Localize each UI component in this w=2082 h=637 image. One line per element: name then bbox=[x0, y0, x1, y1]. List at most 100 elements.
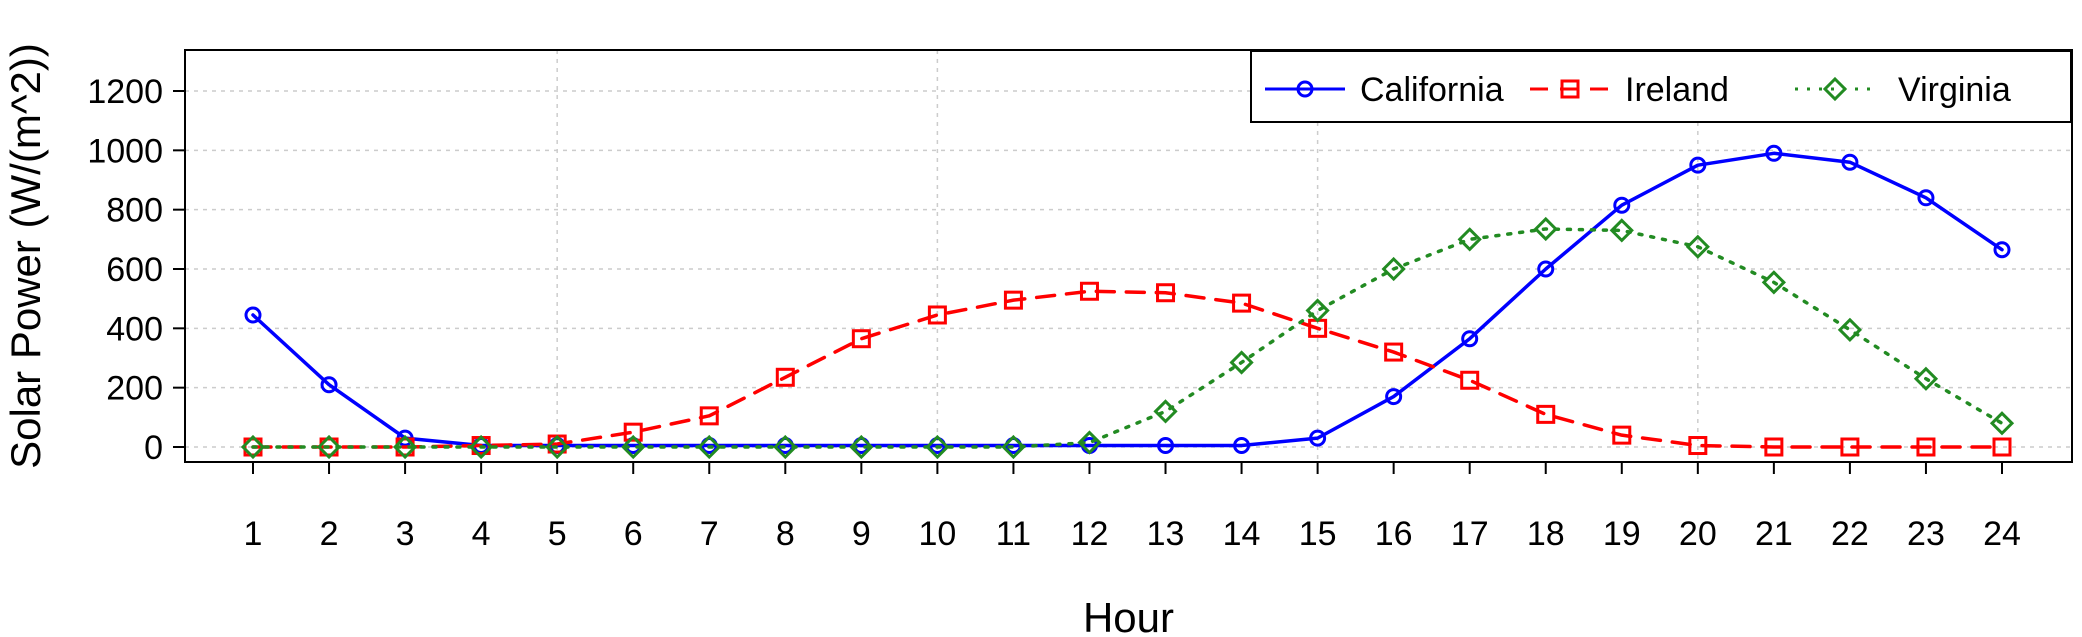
data-point-california bbox=[1765, 144, 1783, 162]
x-tick-label: 9 bbox=[852, 515, 871, 553]
data-point-ireland bbox=[1384, 342, 1404, 362]
data-point-california bbox=[1309, 429, 1327, 447]
data-point-california bbox=[1233, 437, 1251, 455]
data-point-california bbox=[320, 376, 338, 394]
x-tick-label: 22 bbox=[1831, 515, 1869, 553]
x-tick-label: 12 bbox=[1071, 515, 1109, 553]
data-point-ireland bbox=[1156, 283, 1176, 303]
data-point-virginia bbox=[1077, 430, 1102, 455]
data-point-virginia bbox=[1001, 434, 1026, 460]
data-point-virginia bbox=[1609, 218, 1634, 243]
x-tick-label: 6 bbox=[624, 515, 643, 553]
series-line-california bbox=[251, 151, 2004, 448]
data-point-ireland bbox=[927, 305, 947, 325]
y-tick-label: 0 bbox=[144, 429, 163, 467]
data-point-ireland bbox=[1003, 290, 1023, 310]
data-point-virginia bbox=[240, 434, 266, 460]
data-point-virginia bbox=[1761, 270, 1786, 295]
data-point-ireland bbox=[1764, 437, 1784, 457]
x-tick-label: 10 bbox=[918, 515, 956, 553]
data-point-virginia bbox=[469, 434, 494, 460]
series-ireland bbox=[243, 281, 2012, 457]
data-point-california bbox=[1917, 189, 1935, 207]
data-point-california bbox=[1613, 196, 1631, 214]
x-tick-label: 8 bbox=[776, 515, 795, 553]
y-tick-label: 1000 bbox=[87, 132, 163, 170]
data-point-california bbox=[1689, 156, 1707, 174]
series-layer bbox=[240, 144, 2015, 460]
grid bbox=[185, 50, 2072, 462]
x-tick-label: 7 bbox=[700, 515, 719, 553]
y-tick-label: 800 bbox=[106, 192, 163, 230]
data-point-virginia bbox=[697, 434, 722, 460]
data-point-ireland bbox=[1688, 436, 1708, 456]
data-point-virginia bbox=[392, 434, 418, 460]
x-tick-label: 14 bbox=[1223, 515, 1261, 553]
x-tick-label: 18 bbox=[1527, 515, 1565, 553]
data-point-ireland bbox=[1079, 281, 1099, 301]
x-tick-label: 15 bbox=[1299, 515, 1337, 553]
series-line-ireland bbox=[251, 289, 2004, 449]
legend-entry-ireland: Ireland bbox=[1530, 71, 1729, 109]
plot-area-border bbox=[184, 49, 2073, 463]
y-tick-label: 400 bbox=[106, 310, 163, 348]
data-point-ireland bbox=[699, 406, 719, 426]
data-point-virginia bbox=[1229, 350, 1254, 375]
data-point-virginia bbox=[925, 434, 950, 460]
x-tick-label: 13 bbox=[1147, 515, 1185, 553]
x-tick-label: 3 bbox=[396, 515, 415, 553]
data-point-ireland bbox=[1460, 370, 1480, 390]
data-point-virginia bbox=[773, 434, 798, 460]
x-tick-label: 23 bbox=[1907, 515, 1945, 553]
data-point-california bbox=[1157, 437, 1175, 455]
data-point-virginia bbox=[1305, 298, 1330, 323]
data-point-virginia bbox=[621, 434, 646, 460]
x-axis-title: Hour bbox=[1083, 594, 1174, 637]
x-tick-label: 1 bbox=[244, 515, 263, 553]
legend-label-california: California bbox=[1360, 71, 1504, 109]
legend-marker-ireland bbox=[1560, 79, 1580, 99]
x-tick-label: 5 bbox=[548, 515, 567, 553]
data-point-california bbox=[1537, 260, 1555, 278]
data-point-virginia bbox=[545, 434, 570, 460]
x-tick-label: 2 bbox=[320, 515, 339, 553]
legend-label-ireland: Ireland bbox=[1625, 71, 1729, 109]
data-point-ireland bbox=[775, 367, 795, 387]
data-point-virginia bbox=[1685, 234, 1710, 259]
y-tick-label: 1200 bbox=[87, 73, 163, 111]
data-point-california bbox=[1993, 241, 2011, 259]
data-point-virginia bbox=[1837, 317, 1863, 342]
x-tick-label: 17 bbox=[1451, 515, 1489, 553]
data-point-virginia bbox=[1381, 256, 1406, 282]
x-tick-label: 19 bbox=[1603, 515, 1641, 553]
x-tick-label: 24 bbox=[1983, 515, 2021, 553]
x-tick-label: 21 bbox=[1755, 515, 1793, 553]
legend-marker-california bbox=[1296, 80, 1314, 98]
data-point-ireland bbox=[1840, 437, 1860, 457]
legend: California Ireland Virginia bbox=[1250, 50, 2072, 123]
data-point-ireland bbox=[623, 422, 643, 442]
data-point-ireland bbox=[1536, 404, 1556, 424]
y-tick-label: 200 bbox=[106, 370, 163, 408]
series-virginia bbox=[240, 216, 2015, 460]
data-point-virginia bbox=[316, 434, 342, 460]
y-axis-title: Solar Power (W/(m^2)) bbox=[2, 43, 49, 469]
data-point-virginia bbox=[1913, 366, 1939, 391]
data-point-ireland bbox=[1612, 425, 1632, 445]
data-point-ireland bbox=[1916, 437, 1936, 457]
y-tick-label: 600 bbox=[106, 251, 163, 289]
x-tick-label: 11 bbox=[996, 515, 1031, 553]
legend-entry-california: California bbox=[1265, 71, 1504, 109]
legend-box bbox=[1250, 50, 2072, 123]
x-tick-label: 16 bbox=[1375, 515, 1413, 553]
data-point-ireland bbox=[1992, 437, 2012, 457]
data-point-ireland bbox=[851, 329, 871, 349]
x-tick-label: 4 bbox=[472, 515, 491, 553]
data-point-california bbox=[1461, 330, 1479, 348]
data-point-virginia bbox=[1457, 227, 1482, 252]
data-point-virginia bbox=[1533, 216, 1558, 242]
legend-entry-virginia: Virginia bbox=[1795, 71, 2011, 109]
data-point-california bbox=[1841, 153, 1859, 171]
